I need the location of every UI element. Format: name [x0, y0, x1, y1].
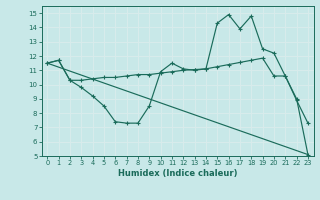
X-axis label: Humidex (Indice chaleur): Humidex (Indice chaleur): [118, 169, 237, 178]
